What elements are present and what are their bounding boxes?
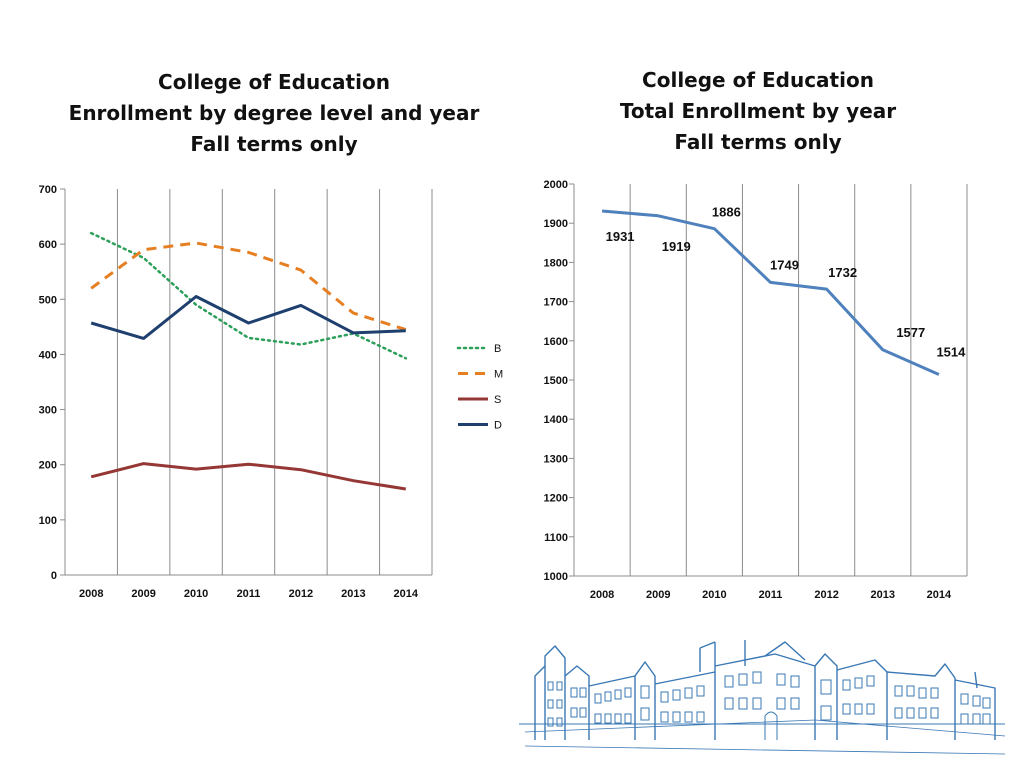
right-chart-y-tick-label: 1700 — [544, 297, 568, 309]
college-building-sketch-icon — [519, 640, 1006, 755]
right-chart-x-tick-label: 2013 — [871, 589, 895, 601]
right-chart-y-tick-label: 1900 — [544, 218, 568, 230]
right-chart-title-line-3: Fall terms only — [674, 130, 842, 154]
right-chart-title-line-1: College of Education — [642, 68, 874, 92]
right-chart-x-tick-label: 2014 — [927, 589, 952, 601]
left-chart-y-tick-label: 500 — [39, 294, 57, 306]
right-chart-data-label: 1732 — [828, 265, 857, 280]
right-chart-x-tick-label: 2008 — [590, 589, 614, 601]
right-chart-y-tick-label: 1800 — [544, 257, 568, 269]
left-chart-x-tick-label: 2010 — [184, 588, 208, 600]
right-chart-data-label: 1514 — [936, 345, 966, 360]
right-chart-title-line-2: Total Enrollment by year — [619, 99, 897, 123]
left-chart-title: College of Education Enrollment by degre… — [64, 67, 484, 160]
left-chart-x-tick-label: 2011 — [237, 588, 261, 600]
right-chart-x-tick-label: 2012 — [814, 589, 838, 601]
left-chart-y-tick-label: 400 — [39, 349, 57, 361]
left-chart-title-line-1: College of Education — [158, 70, 390, 94]
left-chart-y-tick-label: 0 — [51, 570, 57, 582]
right-chart-data-label: 1577 — [896, 325, 925, 340]
left-chart-y-tick-label: 300 — [39, 405, 57, 417]
legend-label-s: S — [494, 394, 501, 406]
right-chart-y-tick-label: 1600 — [544, 336, 568, 348]
legend-label-d: D — [494, 420, 502, 432]
right-chart-y-tick-label: 1300 — [544, 453, 568, 465]
right-chart-data-label: 1931 — [606, 229, 635, 244]
left-chart-x-tick-label: 2008 — [79, 588, 103, 600]
right-chart-x-tick-label: 2010 — [702, 589, 726, 601]
right-chart-data-label: 1886 — [712, 205, 741, 220]
right-chart-y-tick-label: 1000 — [544, 571, 568, 583]
left-chart-y-tick-label: 100 — [39, 515, 57, 527]
right-chart-y-tick-label: 1100 — [544, 532, 568, 544]
right-chart-series-line — [601, 209, 940, 376]
left-chart-title-line-2: Enrollment by degree level and year — [68, 101, 480, 125]
legend-label-b: B — [494, 343, 501, 355]
right-chart-title: College of Education Total Enrollment by… — [560, 65, 956, 158]
left-chart-series-m-line — [90, 241, 407, 332]
left-chart-y-tick-label: 200 — [39, 460, 57, 472]
left-chart-x-tick-label: 2013 — [341, 588, 365, 600]
right-chart-x-tick-label: 2011 — [759, 589, 783, 601]
left-chart-title-line-3: Fall terms only — [190, 132, 358, 156]
left-chart-y-tick-label: 700 — [39, 184, 57, 196]
right-chart-y-tick-label: 2000 — [544, 179, 568, 191]
right-chart-y-tick-label: 1200 — [544, 493, 568, 505]
right-chart-y-tick-label: 1400 — [544, 414, 568, 426]
right-chart-x-tick-label: 2009 — [646, 589, 670, 601]
left-chart-y-tick-label: 600 — [39, 239, 57, 251]
left-chart-x-tick-label: 2012 — [289, 588, 313, 600]
left-chart-x-tick-label: 2014 — [394, 588, 419, 600]
right-chart-y-tick-label: 1500 — [544, 375, 568, 387]
right-chart-data-label: 1919 — [662, 239, 691, 254]
left-chart-series-s-line — [90, 462, 407, 491]
left-chart-x-tick-label: 2009 — [131, 588, 155, 600]
charts-canvas: 0 100 200 300 400 500 600 700 2008 2009 2010 2011 20… — [39, 179, 968, 601]
legend-label-m: M — [494, 369, 503, 381]
right-chart-data-label: 1749 — [770, 257, 799, 272]
left-chart-series-d-line — [90, 295, 406, 340]
